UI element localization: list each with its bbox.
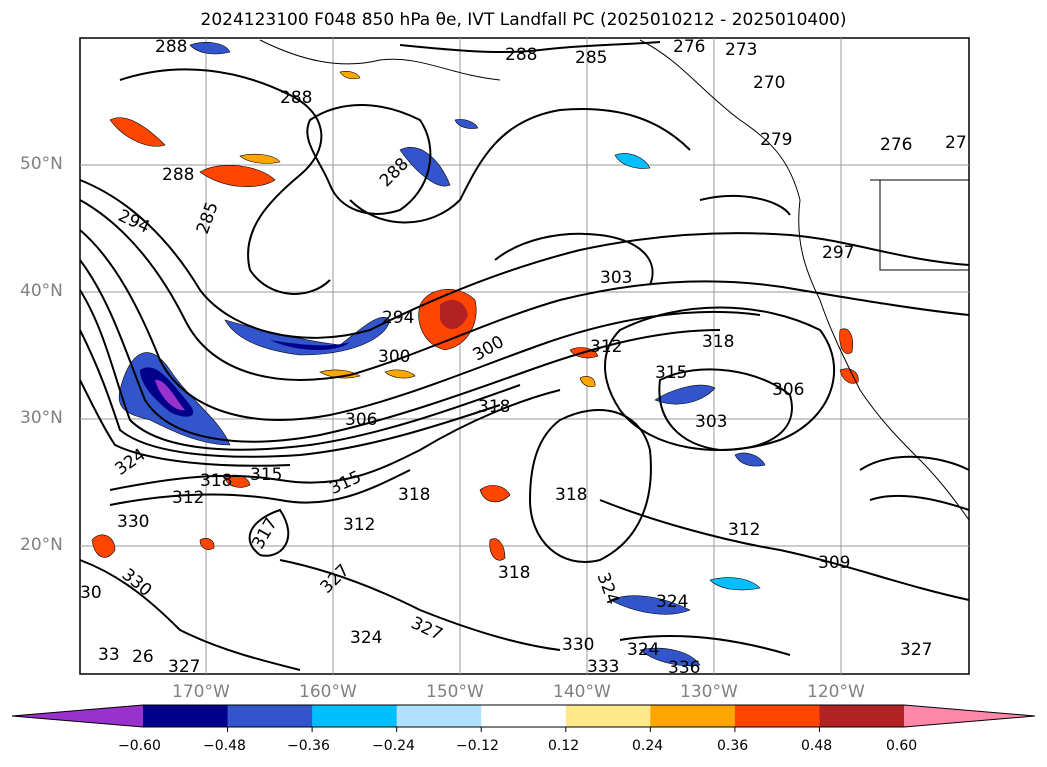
contour-label: 318 [498, 563, 530, 583]
lon-label-170w: 170°W [172, 682, 230, 702]
contour-label: 312 [343, 515, 375, 535]
contour-label: 324 [627, 640, 659, 660]
colorbar-tick-label: 0.60 [886, 738, 918, 754]
contour-label: 276 [673, 37, 705, 57]
contour-label: 318 [555, 485, 587, 505]
colorbar-tick-label: −0.60 [118, 738, 161, 754]
contour-label: 303 [695, 412, 727, 432]
colorbar-tick-label: −0.12 [456, 738, 499, 754]
contour-label: 312 [590, 337, 622, 357]
contour-label: 270 [753, 73, 785, 93]
colorbar-tick-label: −0.48 [203, 738, 246, 754]
contour-label: 306 [772, 380, 804, 400]
lat-label-40n: 40°N [20, 281, 63, 301]
contour-label: 318 [200, 471, 232, 491]
lon-label-140w: 140°W [553, 682, 611, 702]
colorbar-tick-label: 0.12 [548, 738, 580, 754]
contour-label: 30 [80, 583, 102, 603]
contour-label: 330 [117, 512, 149, 532]
pos-blob-nw [199, 165, 276, 187]
neg-blob-east [654, 384, 716, 405]
contour-label: 315 [250, 465, 282, 485]
lon-label-150w: 150°W [426, 682, 484, 702]
contour-label: 324 [656, 592, 688, 612]
lat-label-50n: 50°N [20, 154, 63, 174]
contour-label: 288 [280, 88, 312, 108]
contour-label: 297 [822, 243, 854, 263]
map-title: 2024123100 F048 850 hPa θe, IVT Landfall… [200, 10, 847, 30]
contour-label: 303 [600, 268, 632, 288]
theta-e-contours [79, 41, 970, 671]
contour-label: 33 [98, 645, 120, 665]
contour-label: 315 [655, 363, 687, 383]
contour-label: 318 [702, 332, 734, 352]
contour-label: 288 [162, 165, 194, 185]
contour-label: 306 [345, 410, 377, 430]
colorbar-tick-label: −0.36 [287, 738, 330, 754]
contour-label: 285 [575, 48, 607, 68]
contour-label: 333 [587, 657, 619, 677]
contour-labels: 288 288 285 276 273 270 288 288 285 294 … [80, 37, 967, 678]
ivt-shading [91, 42, 859, 666]
contour-label: 26 [132, 647, 154, 667]
lat-label-30n: 30°N [20, 408, 63, 428]
lon-label-130w: 130°W [680, 682, 738, 702]
contour-label: 336 [668, 658, 700, 678]
contour-label: 327 [900, 640, 932, 660]
lat-label-20n: 20°N [20, 535, 63, 555]
contour-label: 276 [880, 135, 912, 155]
contour-label: 288 [155, 37, 187, 57]
contour-label: 318 [398, 485, 430, 505]
contour-label: 312 [728, 520, 760, 540]
contour-label: 300 [378, 347, 410, 367]
neg-blob-gulf-alaska [399, 147, 451, 187]
contour-label: 327 [168, 657, 200, 677]
colorbar-tick-label: 0.36 [717, 738, 749, 754]
contour-label: 324 [350, 628, 382, 648]
contour-label: 27 [945, 133, 967, 153]
colorbar-tick-label: −0.24 [372, 738, 415, 754]
colorbar-tick-label: 0.48 [801, 738, 833, 754]
contour-label: 273 [725, 40, 757, 60]
contour-label: 330 [562, 635, 594, 655]
lon-label-120w: 120°W [807, 682, 865, 702]
map-frame [79, 37, 970, 675]
contour-label: 294 [382, 308, 414, 328]
contour-label: 288 [505, 45, 537, 65]
lon-label-160w: 160°W [299, 682, 357, 702]
contour-label: 309 [818, 553, 850, 573]
contour-label: 318 [478, 397, 510, 417]
colorbar-tick-label: 0.24 [632, 738, 664, 754]
contour-label: 279 [760, 130, 792, 150]
contour-label: 312 [172, 488, 204, 508]
